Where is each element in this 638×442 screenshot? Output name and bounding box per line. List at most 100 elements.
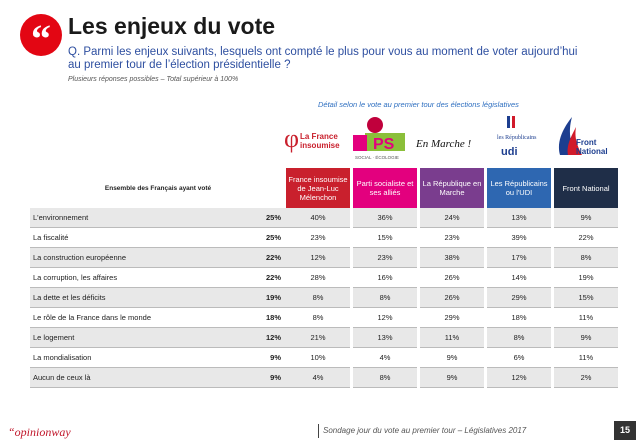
republicains-udi-logo: les Républicains udi [479, 115, 543, 165]
total-value: 25% [213, 227, 286, 248]
row-label: La dette et les déficits [30, 287, 213, 308]
column-gap [551, 307, 554, 328]
total-value: 12% [213, 327, 286, 348]
lr-logo-text: les Républicains [497, 135, 537, 141]
column-gap [350, 367, 353, 388]
series-value: 11% [554, 307, 618, 328]
column-gap [551, 327, 554, 348]
column-gap [350, 327, 353, 348]
table-header-row: Ensemble des Français ayant voté France … [30, 168, 618, 208]
row-label: Aucun de ceux là [30, 367, 213, 388]
column-gap [484, 227, 487, 248]
survey-question: Q. Parmi les enjeux suivants, lesquels o… [68, 46, 578, 71]
series-value: 22% [554, 227, 618, 248]
series-value: 8% [286, 287, 350, 308]
series-value: 17% [487, 247, 551, 268]
ps-logo-text: PS [373, 136, 395, 153]
column-gap [484, 287, 487, 308]
series-value: 16% [353, 267, 417, 288]
ps-logo-subtext: SOCIAL · ÉCOLOGIE [355, 154, 399, 160]
series-value: 26% [420, 287, 484, 308]
series-value: 23% [286, 227, 350, 248]
series-value: 10% [286, 347, 350, 368]
series-value: 9% [420, 367, 484, 388]
column-gap [417, 347, 420, 368]
series-value: 39% [487, 227, 551, 248]
column-gap [551, 367, 554, 388]
column-gap [417, 287, 420, 308]
column-gap [484, 307, 487, 328]
column-gap [417, 307, 420, 328]
total-value: 22% [213, 267, 286, 288]
series-value: 9% [554, 208, 618, 228]
page-number: 15 [614, 421, 636, 440]
series-value: 36% [353, 208, 417, 228]
column-gap [484, 267, 487, 288]
total-value: 18% [213, 307, 286, 328]
column-gap [551, 347, 554, 368]
row-label: Le logement [30, 327, 213, 348]
series-value: 29% [487, 287, 551, 308]
series-value: 13% [487, 208, 551, 228]
table-row: Le rôle de la France dans le monde 18% 8% 1… [30, 307, 618, 328]
column-gap [484, 367, 487, 388]
series-value: 12% [353, 307, 417, 328]
table-row: L'environnement 25% 40% 36% 24% 13% 9% [30, 208, 618, 228]
series-value: 28% [286, 267, 350, 288]
table-row: Aucun de ceux là 9% 4% 8% 9% 12% 2% [30, 367, 618, 388]
column-gap [350, 347, 353, 368]
series-value: 8% [286, 307, 350, 328]
series-value: 14% [487, 267, 551, 288]
quote-badge: “ [20, 14, 62, 61]
column-gap [417, 247, 420, 268]
series-value: 13% [353, 327, 417, 348]
total-value: 25% [213, 208, 286, 228]
front-national-logo: Front National [546, 115, 610, 165]
series-value: 40% [286, 208, 350, 228]
series-value: 4% [353, 347, 417, 368]
row-label: La construction européenne [30, 247, 213, 268]
series-value: 9% [420, 347, 484, 368]
series-header: Front National [554, 168, 618, 208]
table-body: L'environnement 25% 40% 36% 24% 13% 9% La fisca… [30, 208, 618, 388]
series-value: 15% [554, 287, 618, 308]
series-value: 11% [420, 327, 484, 348]
row-label: La mondialisation [30, 347, 213, 368]
table-row: La construction européenne 22% 12% 23% 38% 17… [30, 247, 618, 268]
column-gap [551, 247, 554, 268]
column-gap [417, 208, 420, 228]
party-logos: φ La France insoumise PS SOCIAL · ÉCOLOG… [278, 115, 612, 165]
series-value: 23% [420, 227, 484, 248]
udi-logo-text: udi [501, 146, 518, 158]
total-value: 19% [213, 287, 286, 308]
series-value: 6% [487, 347, 551, 368]
france-insoumise-logo: φ La France insoumise [278, 115, 342, 165]
results-table: Ensemble des Français ayant voté France … [30, 168, 618, 388]
series-value: 19% [554, 267, 618, 288]
series-value: 2% [554, 367, 618, 388]
column-gap [484, 347, 487, 368]
column-gap [417, 327, 420, 348]
fn-logo-text-2: National [576, 147, 608, 156]
column-gap [350, 267, 353, 288]
series-value: 8% [353, 287, 417, 308]
fi-logo-text-2: insoumise [300, 141, 340, 150]
series-value: 4% [286, 367, 350, 388]
table-row: Le logement 12% 21% 13% 11% 8% 9% [30, 327, 618, 348]
survey-note: Plusieurs réponses possibles – Total sup… [68, 76, 239, 83]
parti-socialiste-logo: PS SOCIAL · ÉCOLOGIE [345, 115, 409, 165]
total-value: 9% [213, 347, 286, 368]
fn-logo-text-1: Front [576, 138, 597, 147]
column-gap [417, 267, 420, 288]
series-value: 26% [420, 267, 484, 288]
series-value: 18% [487, 307, 551, 328]
column-gap [350, 307, 353, 328]
row-label: L'environnement [30, 208, 213, 228]
page-title: Les enjeux du vote [68, 13, 276, 39]
column-gap [551, 287, 554, 308]
row-label: Le rôle de la France dans le monde [30, 307, 213, 328]
series-value: 9% [554, 327, 618, 348]
fi-logo-text-1: La France [300, 132, 338, 141]
footer-divider [318, 424, 319, 438]
series-value: 12% [487, 367, 551, 388]
